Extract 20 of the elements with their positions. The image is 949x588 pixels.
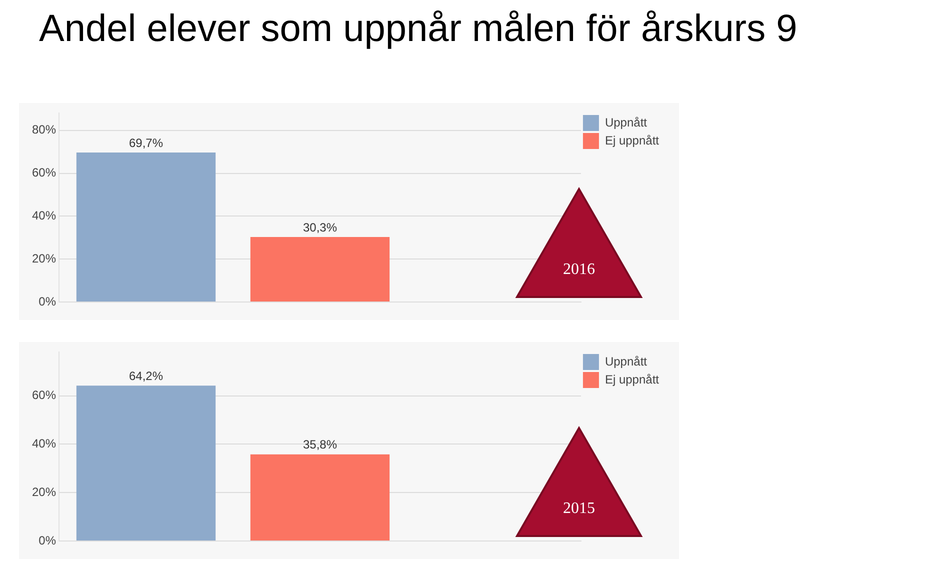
legend-label: Uppnått [604, 115, 648, 130]
y-tick-label: 80% [32, 122, 56, 137]
y-tick-label: 20% [32, 484, 56, 499]
y-tick-label: 60% [32, 388, 56, 402]
legend-label: Ej uppnått [604, 372, 660, 386]
annotation: 2016 [562, 261, 596, 279]
data-label: 30,3% [302, 220, 338, 234]
data-label: 69,7% [128, 136, 164, 150]
y-tick-label: 40% [32, 436, 56, 450]
legend-label: Uppnått [604, 354, 648, 368]
data-label: 64,2% [128, 368, 164, 383]
y-tick-label: 0% [38, 533, 56, 548]
data-label: 35,8% [302, 438, 338, 452]
annotation: 2015 [562, 500, 596, 518]
y-tick-label: 60% [32, 166, 56, 180]
legend-label: Ej uppnått [604, 133, 660, 148]
y-tick-label: 40% [32, 208, 56, 222]
y-tick-label: 0% [38, 294, 56, 308]
chart-title: Andel elever som uppnår målen för årskurs 9 [39, 8, 798, 51]
y-tick-label: 20% [32, 251, 56, 266]
